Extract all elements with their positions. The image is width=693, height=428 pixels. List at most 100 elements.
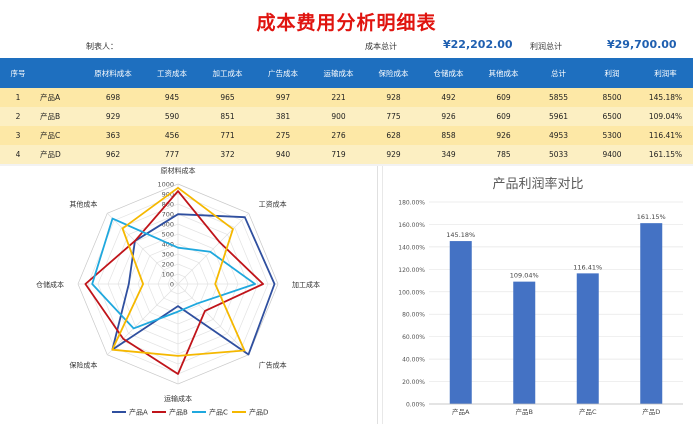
bar — [640, 223, 663, 404]
table-cell: 5300 — [602, 131, 622, 140]
cost-table: 序号 原材料成本 工资成本 加工成本 广告成本 运输成本 保险成本 仓储成本 其… — [0, 58, 693, 164]
radar-spoke — [107, 213, 179, 285]
col-header: 原材料成本 — [94, 68, 132, 78]
radar-chart: 01002003004005006007008009001000原材料成本工资成… — [36, 166, 320, 417]
legend-label: 产品B — [169, 408, 188, 417]
table-cell: 产品D — [40, 150, 61, 159]
radar-tick-label: 700 — [162, 211, 174, 219]
bar-chart-panel[interactable]: 产品利润率对比 0.00% 20.00% 40.00% 60.00% 80.00% 100.… — [382, 166, 693, 424]
bar-tick-label: 160.00% — [398, 222, 425, 229]
legend-label: 产品C — [209, 408, 228, 417]
bar-tick-label: 40.00% — [402, 357, 425, 364]
table-cell: 275 — [275, 131, 291, 140]
bar-data-label: 161.15% — [637, 213, 666, 221]
table-cell: 276 — [331, 131, 346, 140]
radar-tick-label: 100 — [162, 271, 174, 279]
table-cell: 928 — [386, 93, 401, 102]
table-cell: 492 — [441, 93, 456, 102]
table-cell: 1 — [15, 93, 21, 102]
table-cell: 962 — [105, 150, 121, 159]
profit-total-label: 利润总计 — [530, 42, 562, 51]
col-header: 加工成本 — [212, 68, 243, 78]
radar-tick-label: 200 — [162, 261, 174, 269]
table-cell: 858 — [441, 131, 456, 140]
radar-axis-label: 保险成本 — [69, 361, 97, 370]
col-header — [36, 58, 82, 88]
table-cell: 8500 — [602, 93, 622, 102]
profit-total-value: ¥29,700.00 — [607, 38, 677, 51]
bar-tick-label: 0.00% — [406, 402, 425, 409]
table-row[interactable]: 4 产品D 962 777 372 940 719 929 349 785 50… — [0, 145, 693, 164]
table-cell: 698 — [105, 93, 121, 102]
bar-tick-label: 20.00% — [402, 379, 425, 386]
table-cell: 372 — [220, 150, 235, 159]
maker-label: 制表人： — [86, 42, 118, 51]
radar-axis-label: 其他成本 — [69, 199, 97, 208]
bar-category-label: 产品A — [452, 407, 470, 416]
table-cell: 349 — [441, 150, 456, 159]
bar-data-label: 116.41% — [573, 263, 602, 271]
radar-spoke — [107, 283, 179, 355]
cost-total-value: ¥22,202.00 — [443, 38, 513, 51]
col-header: 仓储成本 — [433, 68, 464, 78]
table-cell: 产品B — [40, 112, 61, 121]
table-cell: 965 — [220, 93, 235, 102]
table-cell: 109.04% — [648, 112, 683, 121]
col-header: 广告成本 — [268, 68, 298, 78]
table-cell: 785 — [496, 150, 511, 159]
radar-axis-label: 运输成本 — [164, 394, 192, 403]
col-header: 其他成本 — [488, 68, 519, 78]
col-header: 工资成本 — [157, 68, 187, 78]
table-cell: 609 — [496, 93, 511, 102]
cost-total-label: 成本总计 — [365, 42, 397, 51]
table-row[interactable]: 3 产品C 363 456 771 275 276 628 858 926 49… — [0, 126, 693, 145]
table-cell: 381 — [275, 112, 291, 121]
radar-tick-label: 0 — [170, 281, 174, 289]
table-cell: 116.41% — [648, 131, 683, 140]
bar-chart-title: 产品利润率对比 — [492, 176, 583, 192]
radar-tick-label: 300 — [162, 251, 174, 259]
table-cell: 456 — [164, 131, 180, 140]
legend-label: 产品A — [129, 408, 148, 417]
table-cell: 719 — [331, 150, 346, 159]
table-cell: 3 — [15, 131, 21, 140]
radar-axis-label: 原材料成本 — [161, 166, 196, 175]
table-cell: 940 — [275, 150, 291, 159]
table-cell: 997 — [275, 93, 291, 102]
table-cell: 945 — [164, 93, 180, 102]
bar — [513, 281, 536, 404]
table-cell: 产品A — [40, 93, 61, 102]
table-cell: 851 — [220, 112, 235, 121]
radar-tick-label: 500 — [162, 231, 174, 239]
table-header-row: 序号 原材料成本 工资成本 加工成本 广告成本 运输成本 保险成本 仓储成本 其… — [0, 58, 693, 88]
bar-data-label: 109.04% — [510, 272, 539, 280]
bar-tick-label: 140.00% — [398, 244, 425, 251]
bar-category-label: 产品B — [516, 407, 533, 416]
table-cell: 161.15% — [648, 150, 683, 159]
table-cell: 5033 — [548, 150, 569, 159]
legend-label: 产品D — [249, 408, 268, 417]
table-cell: 926 — [441, 112, 456, 121]
table-cell: 590 — [164, 112, 180, 121]
radar-spoke — [177, 213, 249, 285]
table-cell: 2 — [15, 112, 21, 121]
radar-tick-label: 800 — [162, 201, 174, 209]
radar-tick-label: 600 — [162, 221, 174, 229]
radar-axis-label: 工资成本 — [259, 199, 287, 208]
col-header: 保险成本 — [378, 68, 409, 78]
divider — [0, 164, 693, 166]
table-cell: 5961 — [548, 112, 569, 121]
table-cell: 929 — [386, 150, 401, 159]
radar-tick-label: 1000 — [157, 181, 174, 189]
table-row[interactable]: 1 产品A 698 945 965 997 221 928 492 609 58… — [0, 88, 693, 107]
table-cell: 775 — [386, 112, 401, 121]
page-title: 成本费用分析明细表 — [256, 12, 437, 34]
radar-chart-panel[interactable]: 0 100 200 300 400 500 600 700 800 900 1000 原材料成本 工资成… — [0, 166, 378, 424]
table-cell: 609 — [496, 112, 511, 121]
table-cell: 771 — [220, 131, 235, 140]
table-row[interactable]: 2 产品B 929 590 851 381 900 775 926 609 59… — [0, 107, 693, 126]
table-cell: 926 — [496, 131, 511, 140]
table-cell: 929 — [105, 112, 121, 121]
radar-tick-label: 400 — [162, 241, 174, 249]
table-cell: 900 — [331, 112, 346, 121]
